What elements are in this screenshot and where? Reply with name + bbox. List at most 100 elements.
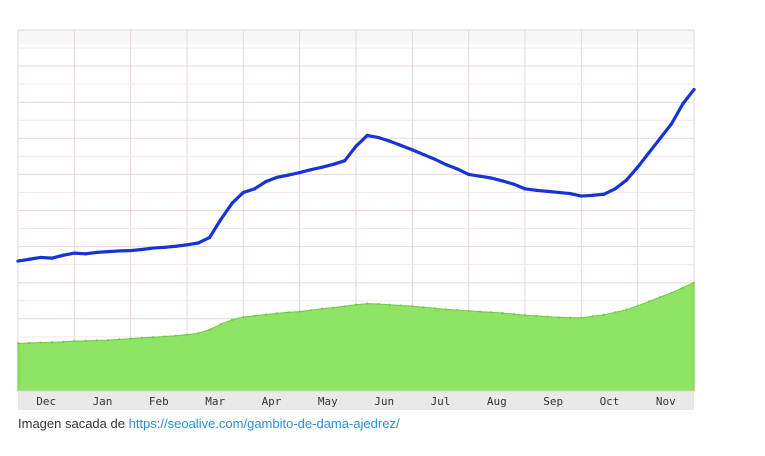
area-point xyxy=(625,308,628,311)
line-point xyxy=(467,172,471,176)
area-point xyxy=(445,308,448,311)
area-point xyxy=(636,304,639,307)
line-point xyxy=(275,175,279,179)
x-tick-label: Nov xyxy=(656,395,676,408)
area-point xyxy=(73,340,76,343)
area-point xyxy=(456,309,459,312)
line-point xyxy=(286,173,290,177)
area-point xyxy=(84,339,87,342)
x-tick-label: Sep xyxy=(543,395,563,408)
chart-svg: Dec Jan Feb Mar Apr May Jun Jul Aug Sep Oct Nov xyxy=(16,29,696,410)
x-tick-label: Jan xyxy=(93,395,113,408)
area-point xyxy=(253,314,256,318)
line-point xyxy=(84,252,88,256)
line-point xyxy=(613,187,617,191)
x-tick-label: Feb xyxy=(149,395,169,408)
line-point xyxy=(354,144,358,148)
line-point xyxy=(523,187,527,191)
area-point xyxy=(343,305,346,308)
line-point xyxy=(309,168,313,172)
area-point xyxy=(287,311,290,314)
line-point xyxy=(444,163,448,167)
area-point xyxy=(129,337,132,340)
area-point xyxy=(50,341,53,344)
line-point xyxy=(669,122,674,126)
line-point xyxy=(681,102,685,106)
area-point xyxy=(591,315,594,318)
area-point xyxy=(411,305,414,308)
traffic-chart: Dec Jan Feb Mar Apr May Jun Jul Aug Sep Oct Nov xyxy=(16,29,696,410)
area-point xyxy=(95,339,98,342)
area-point xyxy=(681,286,684,289)
line-point xyxy=(174,244,178,248)
area-point xyxy=(39,341,42,344)
line-point xyxy=(298,170,302,175)
line-point xyxy=(207,235,212,240)
area-point xyxy=(614,311,617,314)
line-point xyxy=(140,247,144,252)
area-point xyxy=(107,338,110,342)
area-point xyxy=(478,310,482,313)
line-point xyxy=(545,189,550,193)
line-point xyxy=(692,87,696,92)
area-point xyxy=(264,313,267,316)
area-point xyxy=(647,300,651,303)
area-point xyxy=(433,307,436,310)
area-point xyxy=(118,338,121,341)
line-point xyxy=(658,136,662,140)
area-point xyxy=(535,314,538,318)
line-point xyxy=(117,249,121,253)
line-point xyxy=(365,133,369,138)
source-link[interactable]: https://seoalive.com/gambito-de-dama-aje… xyxy=(128,416,400,431)
line-point xyxy=(455,167,459,171)
area-point xyxy=(422,306,425,309)
line-point xyxy=(230,201,234,205)
line-point xyxy=(38,255,43,260)
area-point xyxy=(602,313,605,316)
area-point xyxy=(298,310,301,313)
line-point xyxy=(647,151,651,155)
area-point xyxy=(354,303,358,306)
line-point xyxy=(489,176,493,180)
x-tick-label: May xyxy=(318,395,338,408)
area-point xyxy=(185,333,189,336)
line-point xyxy=(106,250,110,254)
area-point xyxy=(28,341,31,345)
x-tick-label: Dec xyxy=(36,395,56,408)
area-point xyxy=(321,307,324,310)
line-point xyxy=(61,253,65,257)
line-point xyxy=(219,217,223,222)
line-point xyxy=(185,243,189,247)
area-point xyxy=(546,315,549,318)
line-point xyxy=(557,190,561,195)
line-point xyxy=(343,159,347,163)
line-point xyxy=(500,179,505,183)
area-point xyxy=(276,312,279,315)
line-point xyxy=(422,152,426,157)
line-point xyxy=(478,174,482,178)
x-tick-label: Aug xyxy=(487,395,507,408)
line-point xyxy=(602,192,606,196)
area-point xyxy=(163,335,166,338)
line-point xyxy=(388,139,392,143)
x-axis-band xyxy=(18,391,694,410)
area-point xyxy=(568,316,572,319)
area-point xyxy=(659,296,662,299)
line-point xyxy=(579,194,583,198)
line-point xyxy=(410,148,414,152)
image-source-caption: Imagen sacada de https://seoalive.com/ga… xyxy=(18,416,400,431)
area-point xyxy=(467,309,470,312)
x-tick-label: Jul xyxy=(431,395,451,408)
line-point xyxy=(636,165,640,169)
line-point xyxy=(27,257,31,261)
area-point xyxy=(501,311,504,315)
area-point xyxy=(16,342,20,345)
line-point xyxy=(376,135,381,140)
line-point xyxy=(16,259,20,263)
line-point xyxy=(433,157,437,161)
x-tick-label: Mar xyxy=(205,395,225,408)
area-point xyxy=(309,309,313,312)
line-point xyxy=(568,191,572,196)
area-point xyxy=(208,328,211,331)
